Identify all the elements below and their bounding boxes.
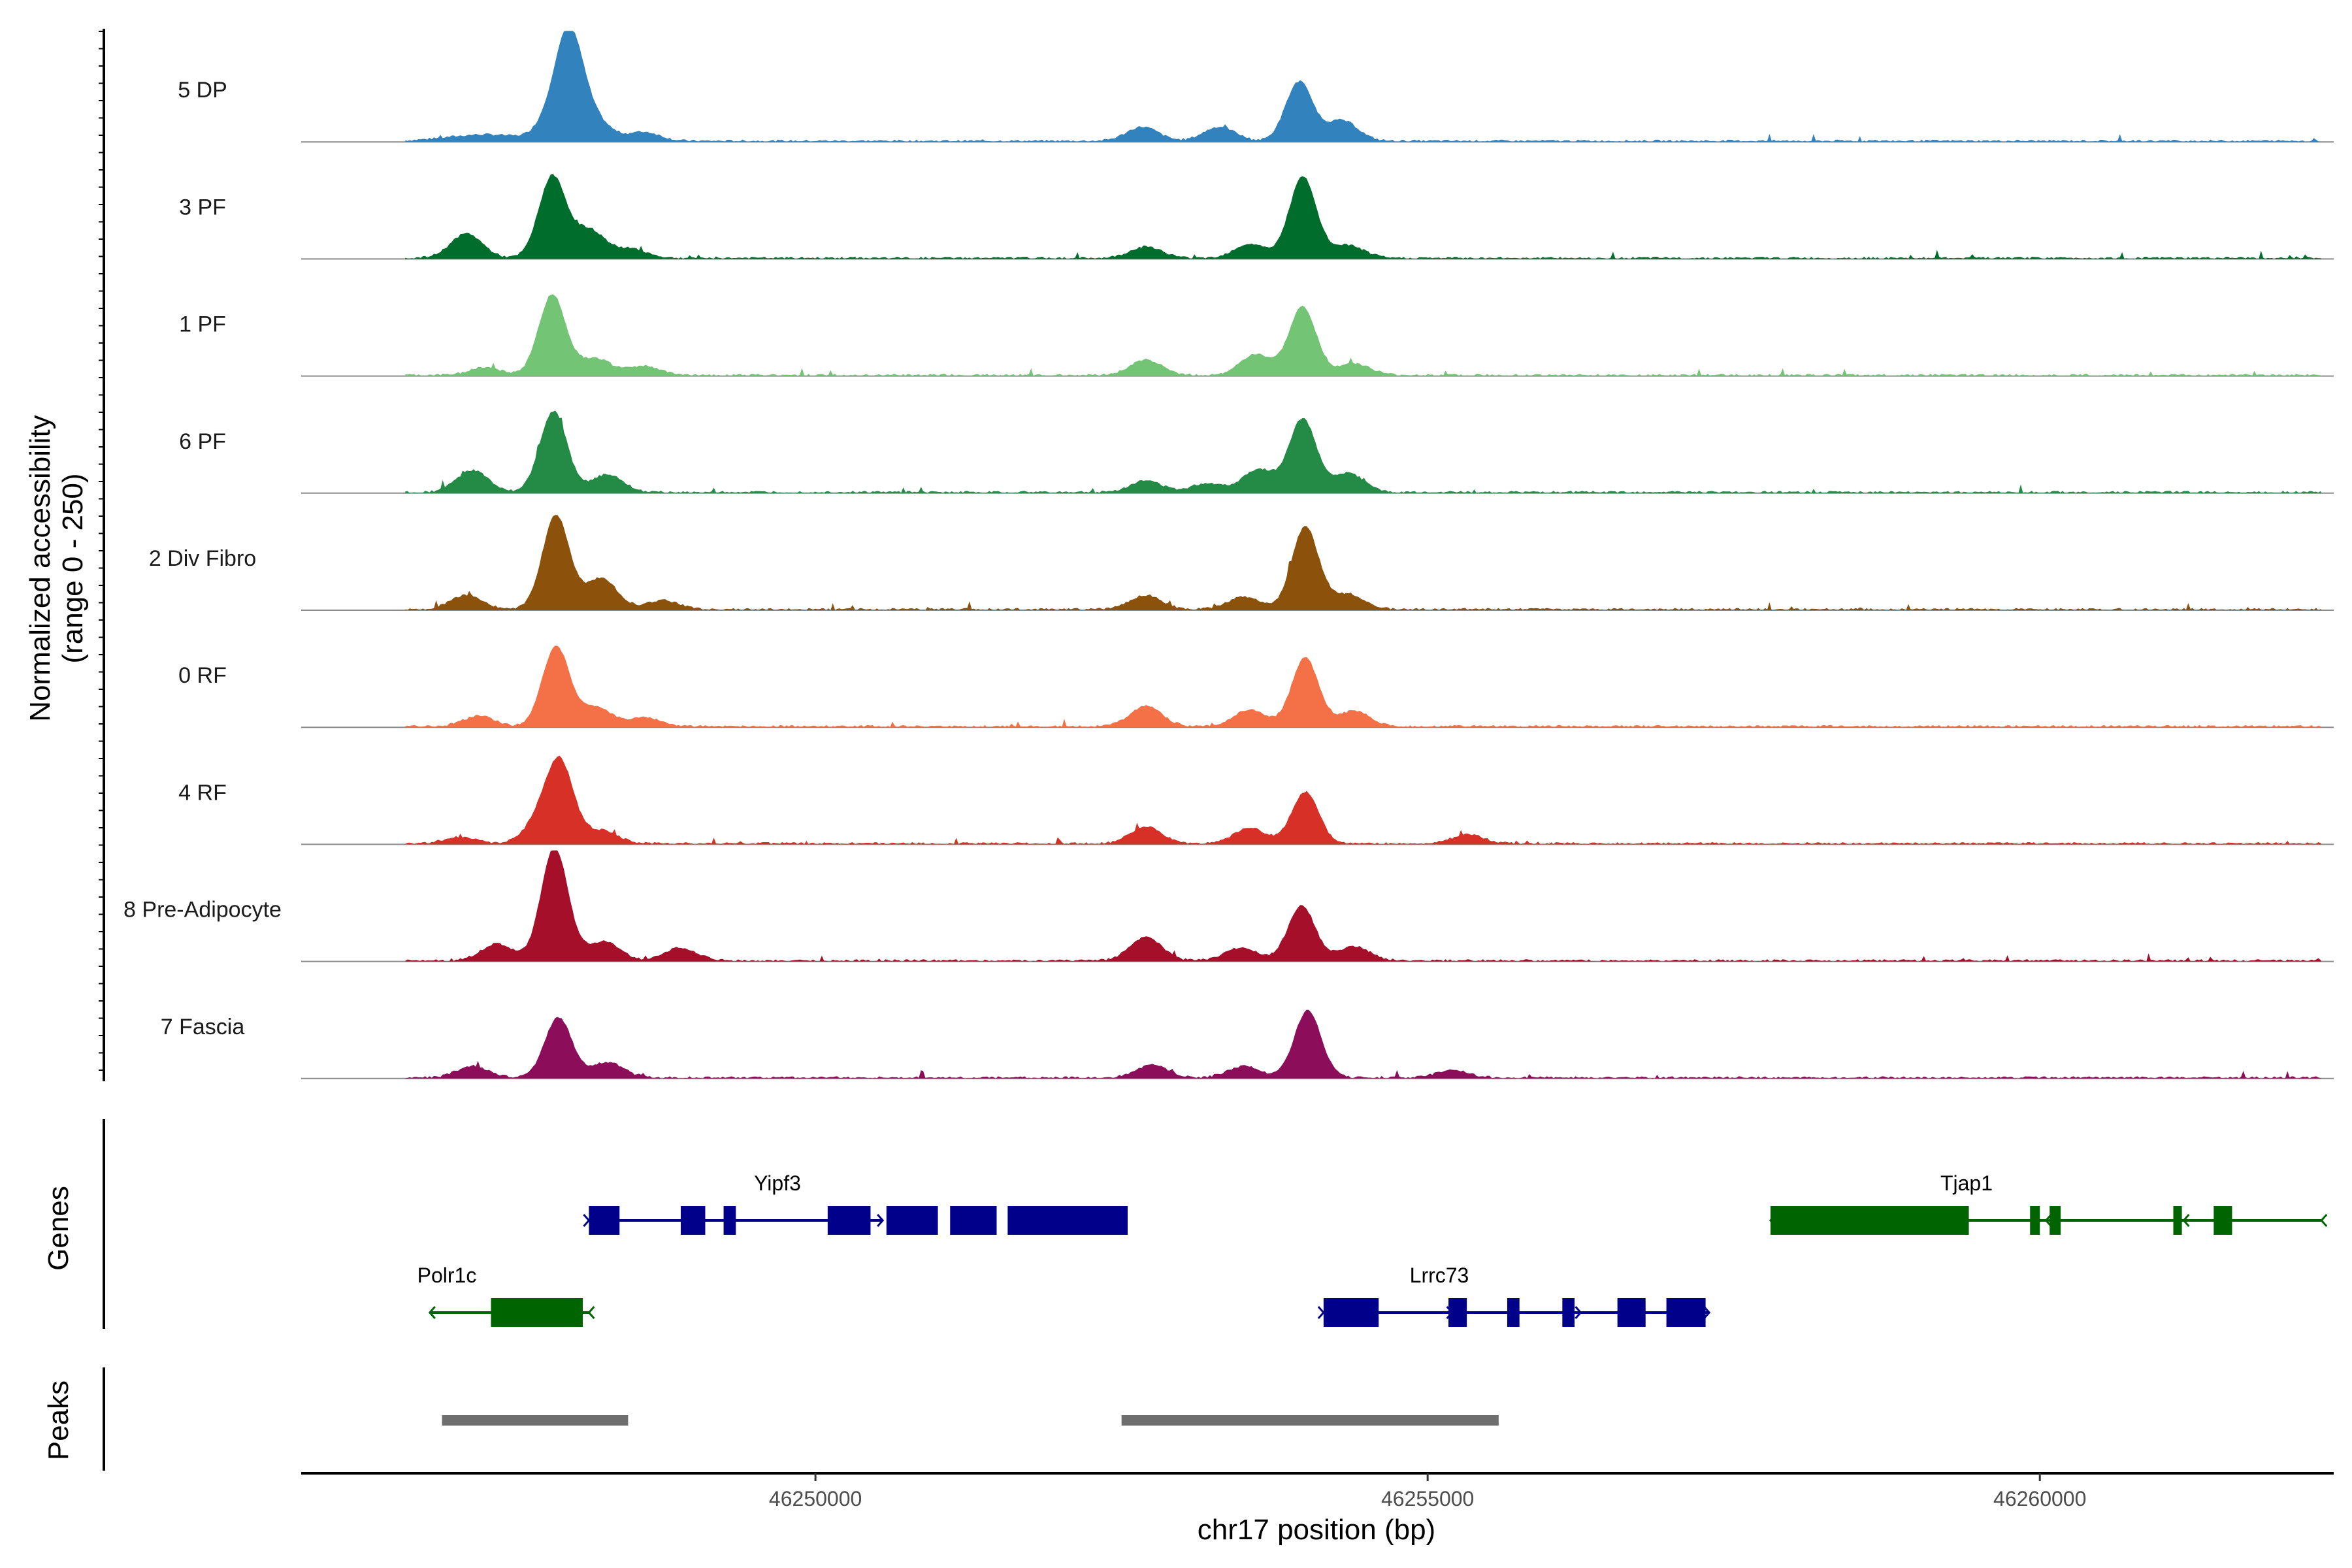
gene-exon xyxy=(1007,1206,1128,1235)
track-label: 0 RF xyxy=(178,663,227,688)
track-coverage-area xyxy=(405,410,2322,493)
y-axis-title-line1: Normalized accessibility xyxy=(24,415,56,721)
track-3-pf: 3 PF xyxy=(179,174,2334,260)
strand-arrow xyxy=(877,1214,885,1227)
x-axis-ticks: 46250000 46255000 46260000 xyxy=(769,1473,2086,1511)
track-coverage-area xyxy=(405,1009,2322,1079)
strand-arrow xyxy=(2320,1214,2328,1227)
gene-label: Yipf3 xyxy=(754,1171,801,1195)
coverage-minor-ticks xyxy=(99,31,104,1071)
track-coverage-area xyxy=(405,755,2322,845)
gene-exon xyxy=(2173,1206,2182,1235)
track-label: 6 PF xyxy=(179,429,226,454)
strand-arrow xyxy=(428,1306,436,1319)
gene-exon xyxy=(1323,1298,1379,1327)
genes-panel-title: Genes xyxy=(42,1186,74,1271)
track-4-rf: 4 RF xyxy=(178,755,2334,845)
gene-label: Polr1c xyxy=(417,1264,477,1287)
tracks: 5 DP 3 PF 1 PF 6 PF 2 Div Fibro 0 RF 4 RF 8 Pre… xyxy=(123,31,2334,1079)
gene-exon xyxy=(2030,1206,2040,1235)
strand-arrow xyxy=(1703,1306,1711,1319)
track-8-pre-adipocyte: 8 Pre-Adipocyte xyxy=(123,850,2334,962)
gene-exon xyxy=(589,1206,620,1235)
strand-arrow xyxy=(587,1306,595,1319)
gene-exon xyxy=(1448,1298,1467,1327)
track-coverage-area xyxy=(405,515,2322,610)
gene-exon xyxy=(680,1206,706,1235)
peaks-panel-title: Peaks xyxy=(42,1380,74,1460)
gene-exon xyxy=(2050,1206,2061,1235)
genes-panel: Yipf3 Polr1c Lrrc73 Tjap1 xyxy=(417,1171,2328,1327)
gene-exon xyxy=(1507,1298,1520,1327)
track-label: 1 PF xyxy=(179,312,226,337)
gene-exon xyxy=(1562,1298,1575,1327)
track-label: 3 PF xyxy=(179,195,226,220)
track-coverage-area xyxy=(405,174,2322,259)
gene-exon xyxy=(1617,1298,1646,1327)
y-axis-title-line2: (range 0 - 250) xyxy=(57,473,89,663)
gene-exon xyxy=(886,1206,938,1235)
track-coverage-area xyxy=(405,294,2322,376)
track-label: 2 Div Fibro xyxy=(149,546,256,571)
track-label: 5 DP xyxy=(178,78,227,103)
x-tick-label: 46260000 xyxy=(1993,1487,2086,1511)
track-2-div-fibro: 2 Div Fibro xyxy=(149,515,2334,611)
strand-arrow xyxy=(583,1214,591,1227)
gene-yipf3: Yipf3 xyxy=(583,1171,1128,1235)
x-tick-label: 46255000 xyxy=(1381,1487,1474,1511)
track-0-rf: 0 RF xyxy=(178,645,2334,728)
track-7-fascia: 7 Fascia xyxy=(161,1009,2334,1079)
track-6-pf: 6 PF xyxy=(179,410,2334,494)
strand-arrow xyxy=(2182,1214,2190,1227)
gene-polr1c: Polr1c xyxy=(417,1264,595,1327)
track-label: 8 Pre-Adipocyte xyxy=(123,898,282,923)
track-coverage-area xyxy=(405,850,2322,962)
peak-region xyxy=(442,1415,629,1426)
gene-exon xyxy=(1666,1298,1706,1327)
x-tick-label: 46250000 xyxy=(769,1487,862,1511)
track-label: 4 RF xyxy=(178,780,227,805)
track-coverage-area xyxy=(405,31,2322,142)
strand-arrow xyxy=(1317,1306,1325,1319)
gene-exon xyxy=(723,1206,736,1235)
strand-arrow xyxy=(2044,1214,2052,1227)
track-1-pf: 1 PF xyxy=(179,294,2334,377)
gene-label: Tjap1 xyxy=(1940,1171,1993,1195)
x-axis-title: chr17 position (bp) xyxy=(1198,1514,1435,1546)
gene-exon xyxy=(827,1206,871,1235)
peaks-panel xyxy=(442,1415,1499,1426)
gene-exon xyxy=(1770,1206,1969,1235)
track-coverage-area xyxy=(405,645,2322,728)
peak-region xyxy=(1121,1415,1499,1426)
gene-exon xyxy=(2213,1206,2232,1235)
y-axis-title: Normalized accessibility (range 0 - 250) xyxy=(24,415,89,721)
track-label: 7 Fascia xyxy=(161,1015,245,1039)
gene-label: Lrrc73 xyxy=(1410,1264,1469,1287)
gene-exon xyxy=(950,1206,997,1235)
track-5-dp: 5 DP xyxy=(178,31,2334,143)
gene-lrrc73: Lrrc73 xyxy=(1317,1264,1711,1327)
strand-arrow xyxy=(1575,1306,1582,1319)
gene-exon xyxy=(491,1298,583,1327)
gene-tjap1: Tjap1 xyxy=(1769,1171,2328,1235)
